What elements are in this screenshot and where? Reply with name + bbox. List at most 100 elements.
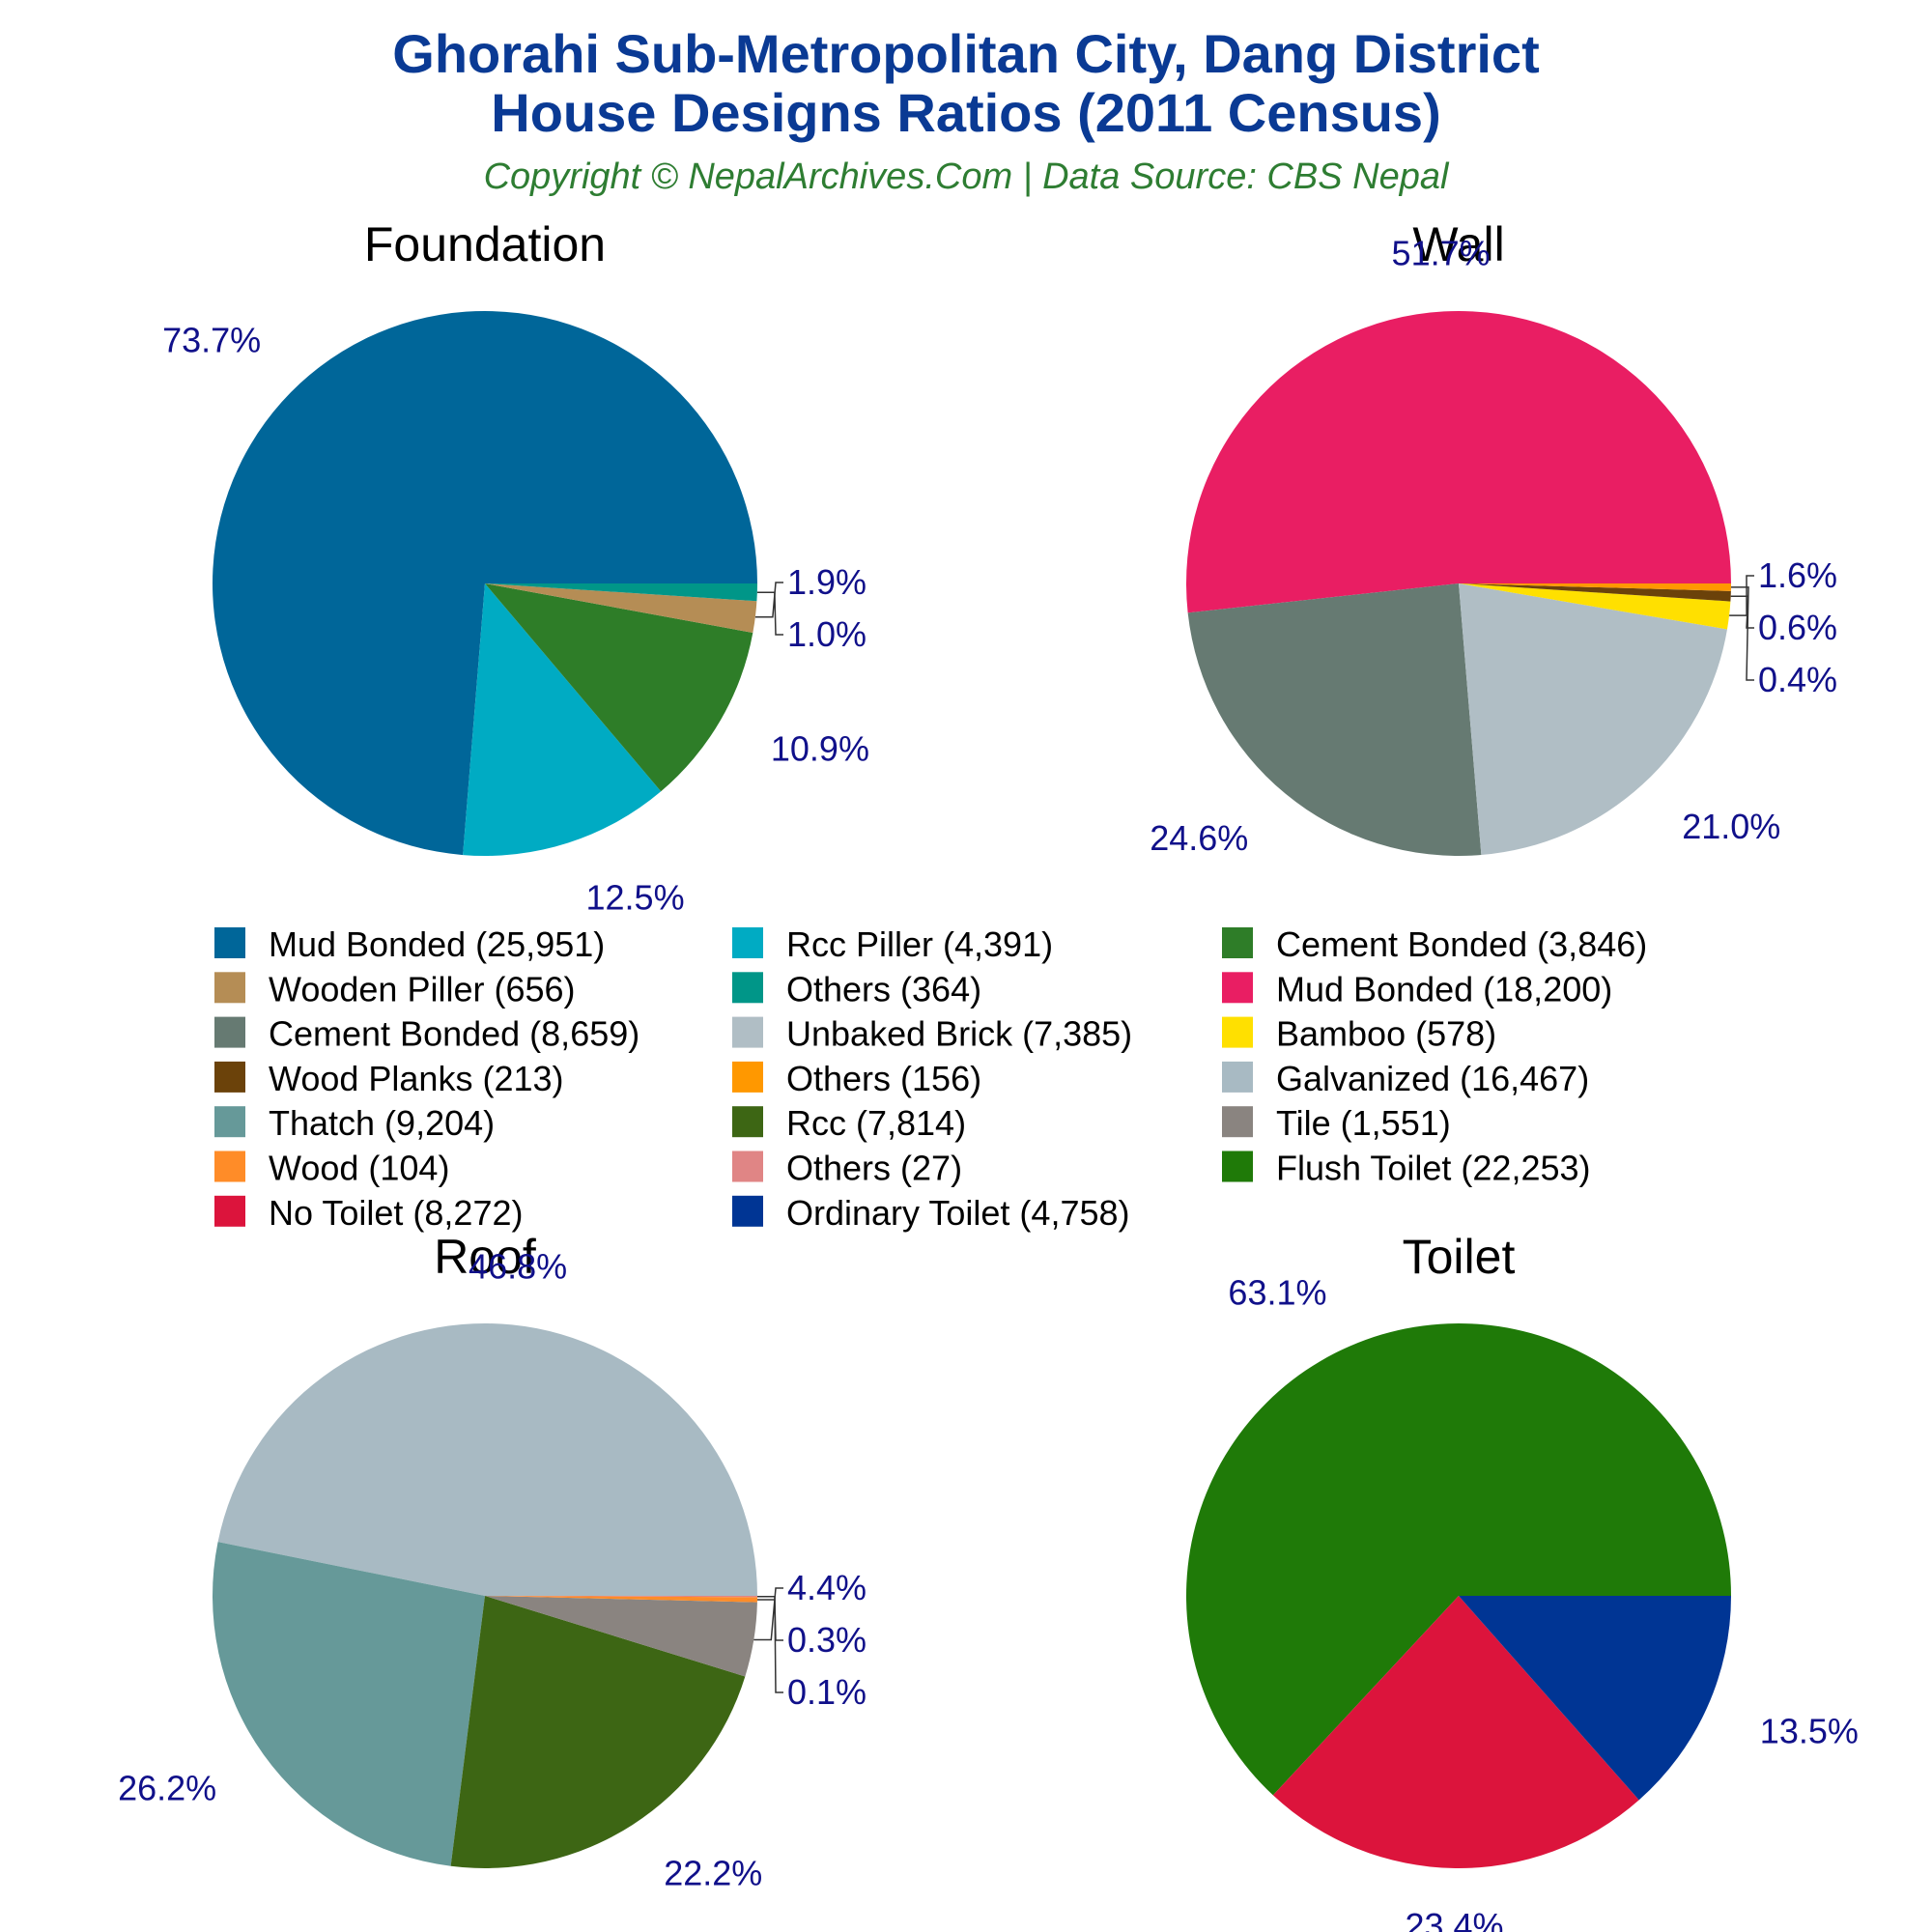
pct-label-foundation-mud-bonded: 73.7% xyxy=(162,321,261,360)
pie-foundation: Foundation 73.7% 12.5% 10.9% 1.9% 1.0% xyxy=(162,217,869,918)
legend-label-11: Galvanized (16,467) xyxy=(1276,1059,1589,1098)
pie-slice-foundation-rcc-piller xyxy=(463,583,662,856)
pct-label-roof-others: 0.1% xyxy=(787,1672,867,1712)
pie-slice-roof-others xyxy=(485,1596,758,1598)
legend-label-5: Mud Bonded (18,200) xyxy=(1276,969,1612,1009)
legend-swatch-7 xyxy=(732,1016,763,1048)
pct-label-wall-unbaked-brick: 21.0% xyxy=(1682,807,1780,846)
leader-line-roof-others xyxy=(757,1595,783,1693)
pie-roof: Roof 46.8% 26.2% 22.2% 4.4% 0.3% 0.1% xyxy=(118,1230,867,1893)
legend-swatch-19 xyxy=(732,1195,763,1227)
pie-slice-wall-cement-bonded xyxy=(1187,583,1482,857)
chart-title-line1: Ghorahi Sub-Metropolitan City, Dang Dist… xyxy=(392,23,1539,84)
legend-label-6: Cement Bonded (8,659) xyxy=(269,1014,639,1054)
pie-slice-wall-mud-bonded xyxy=(1185,311,1731,613)
legend-swatch-4 xyxy=(732,972,763,1004)
pie-slice-foundation-cement-bonded xyxy=(485,583,753,792)
pct-label-roof-galvanized: 46.8% xyxy=(469,1247,567,1287)
pct-label-wall-bamboo: 1.6% xyxy=(1758,555,1837,595)
leader-line-wall-wood-planks xyxy=(1730,595,1754,629)
pie-slice-wall-unbaked-brick xyxy=(1459,583,1727,856)
legend-label-4: Others (364) xyxy=(786,969,981,1009)
legend-label-2: Cement Bonded (3,846) xyxy=(1276,924,1647,964)
legend-swatch-18 xyxy=(214,1195,245,1227)
legend-swatch-13 xyxy=(732,1106,763,1138)
legend-label-14: Tile (1,551) xyxy=(1276,1103,1451,1143)
pct-label-foundation-others: 1.0% xyxy=(787,614,867,654)
pie-slice-foundation-others xyxy=(485,583,757,602)
pie-slice-foundation-mud-bonded xyxy=(212,310,758,856)
pie-title-wall: Wall xyxy=(1412,217,1504,271)
pie-toilet: Toilet 63.1% 23.4% 13.5% xyxy=(1185,1230,1859,1932)
pie-slice-roof-rcc xyxy=(450,1596,746,1868)
pie-slice-wall-others xyxy=(1459,583,1731,591)
pct-label-toilet-no-toilet: 23.4% xyxy=(1405,1906,1503,1932)
legend-swatch-5 xyxy=(1222,972,1253,1004)
pct-label-toilet-flush-toilet: 63.1% xyxy=(1228,1272,1326,1312)
pct-label-wall-mud-bonded: 51.7% xyxy=(1392,234,1491,273)
pct-label-foundation-rcc-piller: 12.5% xyxy=(586,878,685,918)
pie-slice-wall-wood-planks xyxy=(1459,583,1731,602)
pct-label-roof-tile: 4.4% xyxy=(787,1568,867,1607)
pct-label-roof-wood: 0.3% xyxy=(787,1620,867,1660)
legend-label-16: Others (27) xyxy=(786,1149,962,1188)
pie-slice-wall-bamboo xyxy=(1459,583,1731,630)
pct-label-foundation-wooden-piller: 1.9% xyxy=(787,562,867,602)
legend-swatch-3 xyxy=(214,972,245,1004)
legend-label-8: Bamboo (578) xyxy=(1276,1014,1496,1054)
legend-label-7: Unbaked Brick (7,385) xyxy=(786,1014,1132,1054)
legend-label-3: Wooden Piller (656) xyxy=(269,969,576,1009)
legend-label-10: Others (156) xyxy=(786,1059,981,1098)
legend-swatch-15 xyxy=(214,1151,245,1182)
legend-label-0: Mud Bonded (25,951) xyxy=(269,924,605,964)
leader-line-foundation-wooden-piller xyxy=(754,582,783,618)
pct-label-wall-wood-planks: 0.6% xyxy=(1758,608,1837,647)
legend-swatch-11 xyxy=(1222,1061,1253,1093)
leader-line-roof-tile xyxy=(753,1587,783,1641)
legend-swatch-6 xyxy=(214,1016,245,1048)
pie-slice-foundation-wooden-piller xyxy=(485,583,757,634)
legend-label-15: Wood (104) xyxy=(269,1149,449,1188)
legend-label-12: Thatch (9,204) xyxy=(269,1103,495,1143)
legend: Mud Bonded (25,951) Rcc Piller (4,391) Cem… xyxy=(214,924,1647,1233)
chart-title-line2: House Designs Ratios (2011 Census) xyxy=(491,82,1440,143)
legend-swatch-12 xyxy=(214,1106,245,1138)
legend-swatch-14 xyxy=(1222,1106,1253,1138)
pie-slice-roof-tile xyxy=(485,1596,757,1677)
legend-swatch-8 xyxy=(1222,1016,1253,1048)
pie-title-foundation: Foundation xyxy=(364,217,606,271)
leader-line-wall-others xyxy=(1731,586,1754,681)
pie-wall: Wall 51.7% 24.6% 21.0% 1.6% 0.6% 0.4% xyxy=(1150,217,1837,858)
pct-label-wall-cement-bonded: 24.6% xyxy=(1150,818,1248,858)
pct-label-roof-thatch: 26.2% xyxy=(118,1769,216,1808)
legend-label-9: Wood Planks (213) xyxy=(269,1059,564,1098)
pie-slice-toilet-no-toilet xyxy=(1272,1596,1639,1869)
legend-label-13: Rcc (7,814) xyxy=(786,1103,966,1143)
pie-slice-toilet-ordinary-toilet xyxy=(1459,1596,1731,1801)
chart-subtitle: Copyright © NepalArchives.Com | Data Sou… xyxy=(484,156,1450,197)
legend-swatch-1 xyxy=(732,927,763,958)
legend-swatch-10 xyxy=(732,1061,763,1093)
pct-label-toilet-ordinary-toilet: 13.5% xyxy=(1760,1712,1859,1751)
legend-label-18: No Toilet (8,272) xyxy=(269,1193,523,1233)
legend-label-17: Flush Toilet (22,253) xyxy=(1276,1149,1591,1188)
pct-label-foundation-cement-bonded: 10.9% xyxy=(771,729,869,769)
pie-slice-toilet-flush-toilet xyxy=(1185,1323,1731,1796)
legend-swatch-2 xyxy=(1222,927,1253,958)
legend-swatch-9 xyxy=(214,1061,245,1093)
pie-slice-roof-thatch xyxy=(212,1542,485,1866)
leader-line-roof-wood xyxy=(757,1599,783,1641)
pie-slice-roof-galvanized xyxy=(217,1322,758,1596)
pie-slice-roof-wood xyxy=(485,1596,757,1603)
leader-line-foundation-others xyxy=(756,591,783,636)
legend-label-19: Ordinary Toilet (4,758) xyxy=(786,1193,1130,1233)
pie-title-toilet: Toilet xyxy=(1403,1230,1516,1284)
legend-label-1: Rcc Piller (4,391) xyxy=(786,924,1053,964)
legend-swatch-16 xyxy=(732,1151,763,1182)
legend-swatch-0 xyxy=(214,927,245,958)
pct-label-roof-rcc: 22.2% xyxy=(664,1854,762,1893)
pct-label-wall-others: 0.4% xyxy=(1758,660,1837,699)
pie-title-roof: Roof xyxy=(434,1230,536,1284)
